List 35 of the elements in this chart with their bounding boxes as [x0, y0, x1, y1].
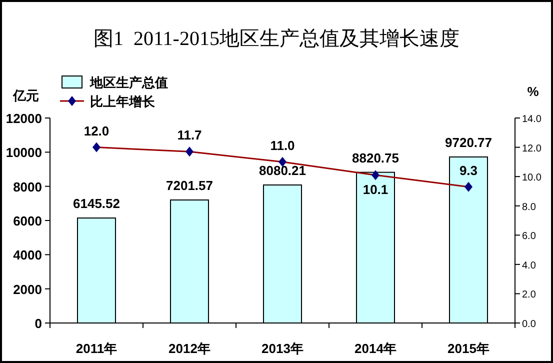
y2-tick-label: 2.0: [522, 290, 536, 301]
y2-tick-label: 10.0: [522, 172, 542, 184]
y-tick-label: 4000: [13, 248, 42, 263]
y-tick-label: 2000: [13, 282, 42, 297]
x-tick-label: 2014年: [354, 341, 396, 356]
y-tick-label: 8000: [13, 179, 42, 194]
y2-tick-label: 12.0: [522, 143, 542, 154]
data-label: 12.0: [84, 123, 110, 138]
x-tick-label: 2011年: [76, 341, 118, 356]
y2-tick-label: 4.0: [522, 260, 536, 272]
y2-axis-title: %: [527, 84, 540, 99]
legend-label: 比上年增长: [90, 94, 156, 109]
y-tick-label: 0: [34, 316, 42, 331]
y-axis-title: 亿元: [12, 88, 39, 103]
y-tick-label: 12000: [6, 111, 42, 126]
data-label: 11.7: [177, 128, 202, 143]
y-tick-label: 6000: [13, 214, 42, 228]
y2-tick-label: 14.0: [522, 114, 542, 125]
data-label: 11.0: [270, 138, 295, 153]
chart-title: 图1 2011-2015地区生产总值及其增长速度: [94, 28, 460, 50]
x-tick-label: 2013年: [262, 341, 304, 356]
y-tick-label: 10000: [6, 145, 42, 160]
x-tick-label: 2012年: [168, 341, 210, 356]
data-label: 10.1: [362, 182, 388, 198]
y2-tick-label: 8.0: [522, 202, 536, 213]
data-label: 8080.21: [259, 162, 306, 178]
data-label: 6145.52: [73, 196, 120, 212]
data-label: 8820.75: [352, 150, 399, 166]
y2-tick-label: 0.0: [522, 319, 536, 330]
legend-label: 地区生产总值: [89, 75, 168, 90]
data-label: 9720.77: [445, 134, 492, 150]
data-label: 7201.57: [166, 178, 213, 193]
x-tick-label: 2015年: [448, 341, 490, 356]
data-label: 9.3: [459, 162, 478, 178]
y2-tick-label: 6.0: [522, 231, 536, 242]
